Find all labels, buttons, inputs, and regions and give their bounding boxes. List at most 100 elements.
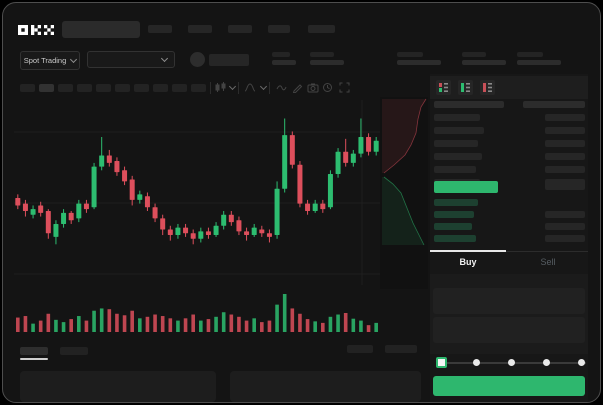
ask-row-price[interactable] bbox=[434, 114, 480, 121]
timeframe-button[interactable] bbox=[191, 84, 206, 92]
bottom-tab-placeholder[interactable] bbox=[60, 347, 88, 355]
candle-body bbox=[91, 166, 97, 208]
volume-bar bbox=[305, 319, 310, 332]
depth-bids-area bbox=[382, 177, 424, 245]
slider-stop[interactable] bbox=[578, 359, 585, 366]
bid-row-price[interactable] bbox=[434, 199, 478, 206]
settings-icon[interactable] bbox=[322, 82, 333, 93]
ticker-stat-value bbox=[310, 60, 344, 65]
ticker-stat-value bbox=[517, 60, 561, 65]
volume-bar bbox=[313, 321, 317, 332]
camera-icon[interactable] bbox=[307, 82, 319, 93]
book-bids-view-icon[interactable] bbox=[458, 80, 473, 95]
bid-row-price[interactable] bbox=[434, 211, 474, 218]
market-type-dropdown[interactable]: Spot Trading bbox=[20, 51, 80, 70]
volume-bar bbox=[61, 322, 66, 332]
nav-item-placeholder[interactable] bbox=[308, 25, 335, 33]
fullscreen-icon[interactable] bbox=[339, 82, 350, 93]
candle-body bbox=[190, 233, 196, 239]
indicators-icon[interactable] bbox=[244, 82, 256, 93]
chart-footer-placeholder[interactable] bbox=[347, 345, 373, 353]
candle-body bbox=[137, 194, 143, 200]
bid-row-amount bbox=[545, 223, 585, 230]
candle-body bbox=[53, 223, 59, 237]
timeframe-button[interactable] bbox=[96, 84, 111, 92]
depth-chart[interactable] bbox=[380, 97, 428, 289]
candle-body bbox=[122, 170, 128, 182]
candle-body bbox=[358, 137, 364, 154]
slider-stop[interactable] bbox=[473, 359, 480, 366]
volume-bar bbox=[229, 314, 234, 332]
candle-body bbox=[61, 212, 67, 224]
ask-row-price[interactable] bbox=[434, 101, 504, 108]
ask-row-price[interactable] bbox=[434, 166, 476, 173]
ask-row-price[interactable] bbox=[434, 140, 478, 147]
chevron-down-icon[interactable] bbox=[259, 82, 268, 91]
slider-handle[interactable] bbox=[436, 357, 447, 368]
timeframe-button[interactable] bbox=[39, 84, 54, 92]
bid-row-price[interactable] bbox=[434, 235, 476, 242]
active-tab-underline bbox=[20, 358, 48, 360]
interval-icon[interactable] bbox=[215, 82, 227, 93]
amount-input-placeholder[interactable] bbox=[433, 317, 585, 343]
ticker-stat-value bbox=[397, 60, 441, 65]
volume-bar bbox=[23, 316, 28, 332]
ask-row-price[interactable] bbox=[434, 153, 482, 160]
volume-bar bbox=[199, 320, 203, 332]
nav-item-placeholder[interactable] bbox=[148, 25, 172, 33]
slider-stop[interactable] bbox=[508, 359, 515, 366]
draw-icon[interactable] bbox=[292, 82, 303, 93]
last-price-bar[interactable] bbox=[434, 181, 498, 193]
ticker-stat-value bbox=[272, 60, 296, 65]
timeframe-button[interactable] bbox=[77, 84, 92, 92]
candle-body bbox=[213, 225, 219, 236]
search-input[interactable] bbox=[62, 21, 140, 38]
nav-item-placeholder[interactable] bbox=[228, 25, 252, 33]
pair-selector-dropdown[interactable] bbox=[87, 51, 175, 68]
chevron-down-icon bbox=[70, 55, 78, 64]
candle-body bbox=[305, 203, 311, 211]
candle-body bbox=[350, 153, 356, 163]
candlestick-chart[interactable] bbox=[14, 100, 380, 335]
book-combined-view-icon[interactable] bbox=[436, 80, 451, 95]
wallet-button[interactable] bbox=[209, 54, 249, 66]
slider-stop[interactable] bbox=[543, 359, 550, 366]
timeframe-button[interactable] bbox=[172, 84, 187, 92]
buy-tab[interactable]: Buy bbox=[459, 257, 477, 267]
okx-logo[interactable] bbox=[18, 23, 54, 41]
candle-body bbox=[30, 209, 36, 215]
timeframe-button[interactable] bbox=[153, 84, 168, 92]
buy-submit-button[interactable] bbox=[433, 376, 585, 396]
volume-bar bbox=[290, 308, 295, 332]
volume-bar bbox=[107, 309, 112, 332]
price-input-placeholder[interactable] bbox=[433, 288, 585, 314]
ask-row-amount bbox=[545, 179, 585, 186]
avatar[interactable] bbox=[190, 52, 205, 67]
candle-body bbox=[114, 161, 120, 173]
candle-body bbox=[282, 135, 288, 189]
timeframe-button[interactable] bbox=[134, 84, 149, 92]
nav-item-placeholder[interactable] bbox=[188, 25, 212, 33]
timeframe-button[interactable] bbox=[115, 84, 130, 92]
bottom-tab-placeholder[interactable] bbox=[20, 347, 48, 355]
candle-body bbox=[175, 227, 181, 236]
candle-body bbox=[244, 231, 250, 236]
timeframe-button[interactable] bbox=[20, 84, 35, 92]
orders-panel-placeholder bbox=[20, 371, 216, 402]
chevron-down-icon[interactable] bbox=[228, 82, 237, 91]
line-type-icon[interactable] bbox=[276, 85, 287, 91]
volume-bar bbox=[168, 318, 173, 332]
nav-item-placeholder[interactable] bbox=[268, 25, 290, 33]
candle-body bbox=[259, 229, 265, 234]
candle-body bbox=[373, 140, 379, 152]
volume-bar bbox=[84, 320, 89, 332]
book-asks-view-icon[interactable] bbox=[480, 80, 495, 95]
volume-bar bbox=[252, 318, 256, 332]
ask-row-price[interactable] bbox=[434, 127, 484, 134]
bid-row-price[interactable] bbox=[434, 223, 472, 230]
volume-bar bbox=[221, 312, 226, 332]
volume-bar bbox=[351, 318, 356, 332]
sell-tab[interactable]: Sell bbox=[540, 257, 556, 267]
chart-footer-placeholder[interactable] bbox=[385, 345, 417, 353]
timeframe-button[interactable] bbox=[58, 84, 73, 92]
